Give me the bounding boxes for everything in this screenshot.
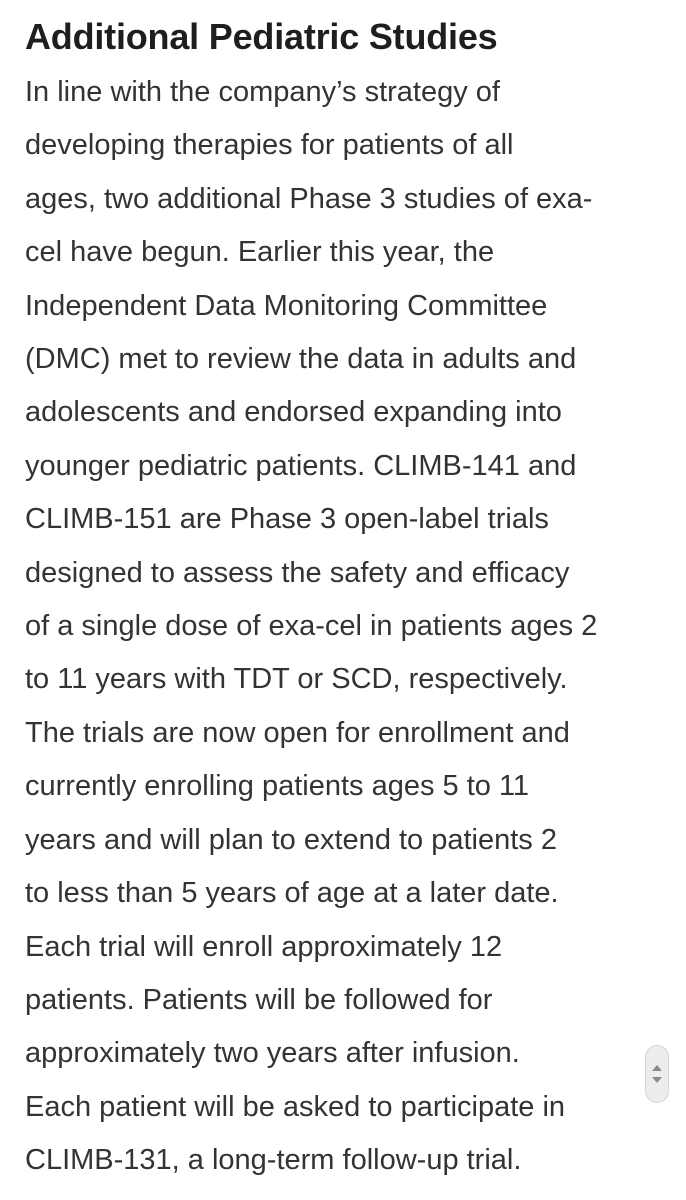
body-line: (DMC) met to review the data in adults a… [25, 343, 577, 376]
body-line: The trials are now open for enrollment a… [25, 716, 570, 749]
body-line: In line with the company’s strategy of [25, 76, 500, 108]
body-line: designed to assess the safety and effica… [25, 556, 570, 589]
body-line: Independent Data Monitoring Committee [25, 289, 548, 322]
body-line: developing therapies for patients of all [25, 129, 514, 162]
body-line: CLIMB-151 are Phase 3 open-label trials [25, 503, 549, 536]
body-line: currently enrolling patients ages 5 to 1… [25, 770, 530, 803]
body-line: CLIMB-131, a long-term follow-up trial. [25, 1144, 522, 1177]
body-line: to less than 5 years of age at a later d… [25, 877, 559, 910]
article: Additional Pediatric Studies In line wit… [25, 14, 665, 1188]
article-body: In line with the company’s strategy of d… [25, 66, 665, 1188]
section-heading: Additional Pediatric Studies [25, 16, 498, 57]
chevron-up-icon[interactable] [652, 1065, 662, 1071]
body-line: patients. Patients will be followed for [25, 983, 493, 1016]
body-line: cel have begun. Earlier this year, the [25, 236, 495, 269]
body-line: ages, two additional Phase 3 studies of … [25, 182, 593, 215]
body-line: Each trial will enroll approximately 12 [25, 930, 503, 963]
body-line: to 11 years with TDT or SCD, respectivel… [25, 663, 568, 696]
chevron-down-icon[interactable] [652, 1077, 662, 1083]
body-line: years and will plan to extend to patient… [25, 823, 557, 856]
body-line: younger pediatric patients. CLIMB-141 an… [25, 449, 577, 482]
body-line: approximately two years after infusion. [25, 1037, 520, 1070]
body-line: of a single dose of exa-cel in patients … [25, 610, 598, 643]
body-line: adolescents and endorsed expanding into [25, 396, 562, 429]
scroll-handle[interactable] [645, 1045, 669, 1103]
body-line: Each patient will be asked to participat… [25, 1090, 566, 1123]
